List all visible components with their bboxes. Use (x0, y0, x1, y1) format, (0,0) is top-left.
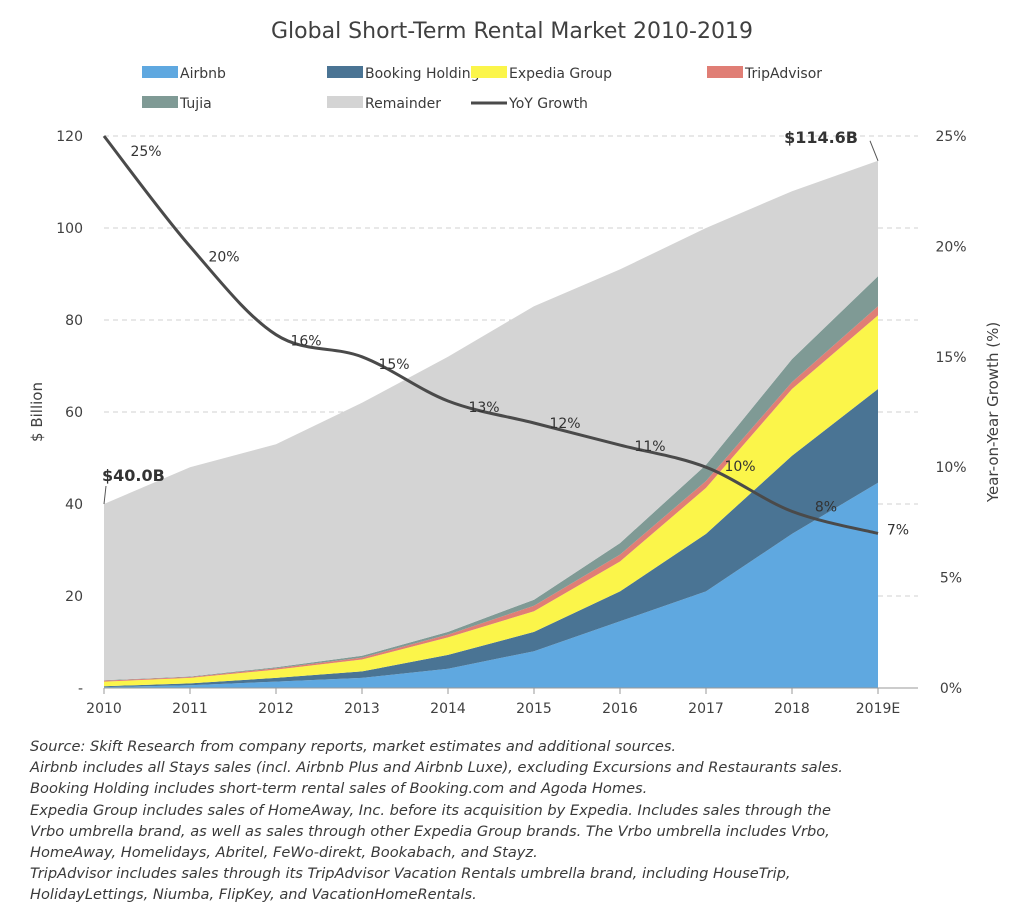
y2-tick-label: 20% (935, 239, 966, 255)
x-tick-label: 2017 (688, 701, 724, 717)
y-tick-label: 120 (56, 129, 83, 145)
y-tick-label: 20 (65, 589, 83, 605)
y-axis-title: $ Billion (28, 382, 46, 442)
area-airbnb (104, 482, 878, 688)
y2-axis-title: Year-on-Year Growth (%) (984, 322, 1002, 503)
growth-data-label: 20% (208, 249, 239, 265)
x-tick-label: 2019E (856, 701, 900, 717)
legend-label-expedia-group: Expedia Group (509, 66, 612, 82)
note-line: Booking Holding includes short-term rent… (30, 780, 648, 798)
growth-line (102, 135, 879, 535)
y-tick-label: 60 (65, 405, 83, 421)
note-line: Airbnb includes all Stays sales (incl. A… (30, 759, 843, 777)
y-tick-label: 100 (56, 221, 83, 237)
growth-data-label: 25% (130, 144, 161, 160)
note-line: Expedia Group includes sales of HomeAway… (30, 801, 831, 819)
source-notes: Source: Skift Research from company repo… (30, 736, 1015, 906)
x-tick-label: 2016 (602, 701, 638, 717)
note-line: TripAdvisor includes sales through its T… (30, 865, 791, 883)
y-tick-label: 80 (65, 313, 83, 329)
chart-title: Global Short-Term Rental Market 2010-201… (271, 19, 753, 44)
legend-label-yoy-growth: YoY Growth (508, 96, 588, 112)
callouts: $40.0B $114.6B (102, 128, 879, 505)
callout-label-end: $114.6B (784, 128, 858, 147)
area-booking-holdings (104, 389, 878, 688)
legend-label-remainder: Remainder (365, 96, 441, 112)
legend-swatch-remainder (327, 96, 363, 108)
y2-tick-label: 15% (935, 350, 966, 366)
area-remainder (104, 160, 878, 681)
legend-swatch-tripadvisor (707, 66, 743, 78)
x-tick-label: 2014 (430, 701, 466, 717)
y2-tick-label: 10% (935, 460, 966, 476)
x-tick-label: 2015 (516, 701, 552, 717)
growth-data-label: 11% (634, 439, 665, 455)
note-line: HolidayLettings, Niumba, FlipKey, and Va… (30, 886, 477, 904)
legend-label-tripadvisor: TripAdvisor (744, 66, 822, 82)
growth-data-label: 13% (468, 400, 499, 416)
x-tick-label: 2012 (258, 701, 294, 717)
x-tick-label: 2018 (774, 701, 810, 717)
y2-tick-label: 25% (935, 129, 966, 145)
growth-data-label: 7% (887, 522, 909, 538)
stacked-areas (104, 160, 878, 688)
y2-tick-label: 5% (940, 571, 962, 587)
growth-data-label: 10% (724, 459, 755, 475)
chart: Global Short-Term Rental Market 2010-201… (28, 19, 1002, 717)
growth-line-group: 25% 20% 16% 15% 13% 12% 11% 10% 8% 7% (102, 135, 909, 538)
area-expedia-group (104, 315, 878, 687)
legend-swatch-expedia-group (471, 66, 507, 78)
callout-label-start: $40.0B (102, 466, 165, 485)
legend-label-tujia: Tujia (179, 96, 212, 112)
growth-data-label: 15% (378, 357, 409, 373)
note-line: Source: Skift Research from company repo… (30, 738, 677, 755)
x-axis-ticks: 2010 2011 2012 2013 2014 2015 2016 2017 2018 2019… (86, 688, 900, 717)
y-tick-label: - (78, 681, 83, 697)
note-line: HomeAway, Homelidays, Abritel, FeWo-dire… (30, 844, 538, 862)
note-line: Vrbo umbrella brand, as well as sales th… (30, 822, 830, 840)
legend: Airbnb Booking Holdings Expedia Group TripA… (142, 66, 822, 112)
x-tick-label: 2013 (344, 701, 380, 717)
callout-leader (103, 485, 107, 505)
y2-axis-ticks: 0% 5% 10% 15% 20% 25% (935, 129, 966, 697)
legend-swatch-airbnb (142, 66, 178, 78)
y2-tick-label: 0% (940, 681, 962, 697)
x-tick-label: 2010 (86, 701, 122, 717)
legend-swatch-tujia (142, 96, 178, 108)
y-tick-label: 40 (65, 497, 83, 513)
growth-data-label: 8% (815, 499, 837, 515)
growth-data-label: 12% (549, 416, 580, 432)
legend-label-airbnb: Airbnb (180, 66, 226, 82)
legend-label-booking-holdings: Booking Holdings (365, 66, 487, 82)
growth-data-label: 16% (290, 334, 321, 350)
callout-leader (869, 140, 879, 162)
legend-swatch-booking-holdings (327, 66, 363, 78)
x-tick-label: 2011 (172, 701, 208, 717)
y-axis-ticks: - 20 40 60 80 100 120 (56, 129, 83, 697)
